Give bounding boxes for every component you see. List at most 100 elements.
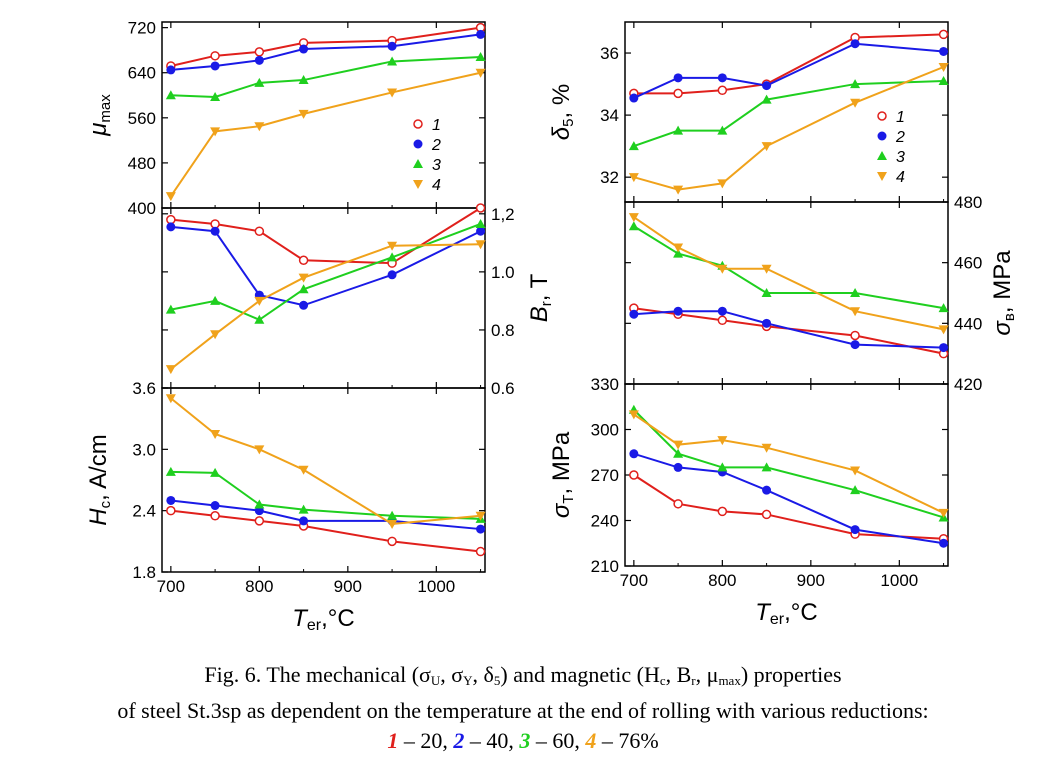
series-4-point — [210, 330, 221, 340]
series-2-line — [633, 310, 944, 349]
series-2-point — [476, 524, 486, 534]
legend-label-2: 2 — [895, 129, 905, 146]
caption-text: ) and magnetic (H — [500, 662, 660, 687]
series-2-point — [629, 309, 639, 319]
series-2-point — [850, 525, 860, 535]
y-tick-label: 1.8 — [132, 563, 156, 582]
y-tick-label: 1,2 — [491, 205, 515, 224]
y-axis-label-main: H — [85, 508, 112, 526]
series-2-point — [387, 41, 397, 51]
caption-key-4: 4 — [585, 728, 597, 753]
series-3-point — [475, 51, 486, 61]
figure-panels: 400 480 560 640 720 μmax 0.6 0.8 1.0 1,2 Br, T 1.8 2… — [85, 19, 1018, 634]
y-tick-label: 0.6 — [491, 379, 515, 398]
series-4-line — [170, 243, 481, 370]
series-1-point — [475, 546, 486, 557]
series-1-line — [633, 307, 944, 355]
series-4-point — [210, 430, 221, 439]
series-1-line — [170, 26, 481, 67]
series-2-point — [476, 226, 486, 236]
series-2-point — [210, 226, 220, 236]
series-3-point — [628, 221, 639, 231]
series-4-point — [717, 436, 728, 446]
series-2-point — [850, 340, 860, 350]
series-2-point — [673, 462, 683, 472]
series-2-line — [633, 42, 944, 99]
series-4-point — [210, 127, 221, 137]
series-3-point — [387, 510, 398, 520]
y-axis-label-sub: 5 — [560, 119, 577, 127]
series-2-point — [166, 495, 176, 505]
x-tick-label: 700 — [157, 577, 185, 596]
series-2-point — [673, 73, 683, 83]
y-axis-label: σT, MPa — [548, 431, 577, 518]
series-4-point — [387, 241, 398, 251]
series-2-point — [717, 73, 727, 83]
panel-3: 1.8 2.4 3.0 3.6 — [132, 379, 486, 582]
y-tick-label: 270 — [591, 466, 619, 485]
legend-marker-3 — [877, 151, 887, 160]
series-1-line — [633, 33, 944, 95]
legend-marker-3 — [413, 159, 423, 168]
legend-label-1: 1 — [432, 117, 441, 134]
series-4-point — [717, 179, 728, 189]
series-1-point — [254, 516, 265, 526]
y-tick-label: 34 — [600, 106, 619, 125]
x-tick-label: 1000 — [417, 577, 455, 596]
x-tick-label: 700 — [620, 571, 648, 590]
series-2-point — [299, 44, 309, 54]
series-3-point — [387, 56, 398, 66]
series-3-line — [633, 409, 944, 519]
series-1-point — [298, 255, 309, 266]
series-3-point — [673, 248, 684, 258]
series-1-point — [673, 88, 683, 99]
series-2-point — [210, 61, 220, 71]
series-3-point — [938, 303, 949, 313]
caption-text: ) properties — [740, 662, 842, 687]
series-3-point — [387, 252, 398, 262]
series-1-point — [210, 51, 220, 61]
x-tick-label: 900 — [797, 571, 825, 590]
series-3-point — [165, 466, 176, 476]
series-1-point — [254, 226, 265, 236]
series-2-point — [762, 81, 772, 91]
series-4-point — [254, 296, 265, 306]
series-3-point — [254, 314, 265, 324]
legend-label-4: 4 — [896, 169, 905, 186]
series-2-point — [299, 300, 309, 310]
y-tick-label: 210 — [591, 557, 619, 576]
y-axis-label-sub: max — [97, 94, 114, 123]
legend-marker-1 — [413, 119, 423, 129]
series-2-point — [717, 306, 727, 316]
series-3-point — [254, 499, 265, 509]
panel-frame — [624, 383, 949, 567]
series-3-point — [673, 448, 684, 458]
series-1-line — [170, 207, 482, 265]
x-axis-label-right-sub: er — [770, 611, 785, 628]
y-tick-label: 480 — [954, 193, 982, 212]
series-3-line — [633, 79, 944, 148]
y-axis-label-rest: , A/cm — [85, 434, 112, 501]
series-3-point — [717, 462, 728, 472]
series-3-point — [938, 75, 949, 85]
caption-key-2: 2 — [453, 728, 465, 753]
series-2-point — [629, 449, 639, 459]
y-tick-label: 240 — [591, 512, 619, 531]
y-tick-label: 3.6 — [132, 379, 156, 398]
y-axis-label-rest: , MPa — [989, 250, 1016, 313]
y-axis-label: σв, MPa — [989, 250, 1018, 336]
caption-line-3: 1 – 20, 2 – 40, 3 – 60, 4 – 76% — [0, 726, 1046, 756]
series-2-point — [387, 270, 397, 280]
legend: 1 2 3 4 — [877, 109, 905, 186]
caption-sub: U — [430, 673, 441, 688]
series-3-point — [210, 467, 221, 477]
y-tick-label: 3.0 — [132, 440, 156, 459]
caption-sub: max — [718, 673, 741, 688]
panel-frame — [161, 387, 486, 573]
series-2-point — [166, 65, 176, 75]
x-axis-label-left-sub: er — [307, 617, 322, 634]
x-tick-label: 1000 — [880, 571, 918, 590]
series-2-point — [939, 46, 949, 56]
series-1-line — [633, 474, 944, 540]
